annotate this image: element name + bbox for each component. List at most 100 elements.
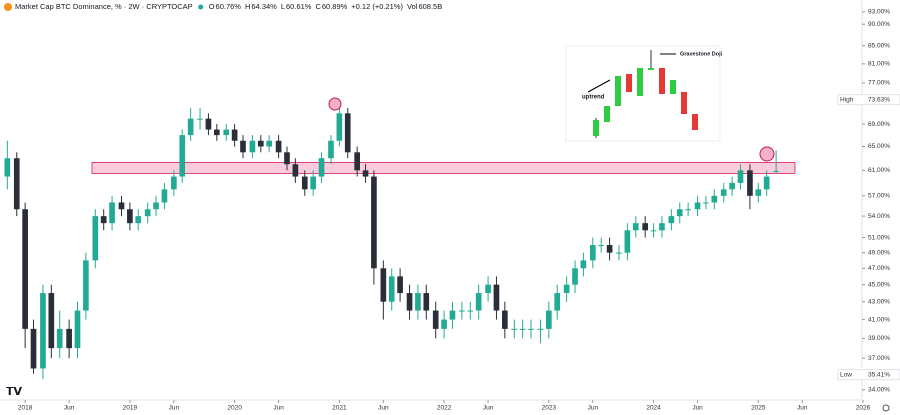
price-marker-label: 73.63% <box>868 96 890 103</box>
y-tick-label: 93.00% <box>868 9 890 16</box>
inset-candle <box>670 80 676 94</box>
plot-area <box>4 108 796 380</box>
ohlc-key: O <box>209 2 215 11</box>
candle-body <box>502 310 508 329</box>
inset-candle <box>604 106 610 122</box>
candle-body <box>144 209 151 217</box>
candle-body <box>606 245 613 253</box>
candle-body <box>371 176 377 269</box>
x-tick-label: 2023 <box>542 405 557 412</box>
candle-body <box>763 176 770 190</box>
candle-body <box>127 209 133 224</box>
candle-body <box>711 195 718 203</box>
candle-body <box>397 276 403 294</box>
candle-body <box>459 310 465 312</box>
candle-body <box>642 223 649 231</box>
candle-body <box>616 252 622 254</box>
candle-body <box>240 140 246 153</box>
inset-candle <box>615 76 621 106</box>
candle-body <box>40 293 46 369</box>
candle-body <box>48 293 55 349</box>
candle-body <box>310 176 316 190</box>
candle-body <box>650 230 657 232</box>
x-tick-label: 2022 <box>437 405 452 412</box>
candle-body <box>493 284 500 311</box>
candle-body <box>74 310 81 349</box>
x-tick-label: Jun <box>169 405 180 412</box>
y-tick-label: 49.00% <box>868 249 890 256</box>
candle-body <box>284 152 290 165</box>
settings-icon[interactable] <box>882 404 890 412</box>
price-marker-name: High <box>840 96 854 103</box>
y-tick-label: 90.00% <box>868 21 890 28</box>
y-tick-label: 43.00% <box>868 298 890 305</box>
candle-body <box>511 328 518 330</box>
inset-candle <box>692 114 698 130</box>
ohlc-value: 60.61% <box>286 2 312 11</box>
candle-body <box>703 202 709 204</box>
candle-body <box>485 284 491 294</box>
candle-body <box>318 158 325 177</box>
tv-logo: 𝗧𝗩 <box>6 386 23 398</box>
y-tick-label: 65.00% <box>868 143 890 150</box>
candle-body <box>755 189 762 196</box>
peak-circle <box>328 97 342 111</box>
candle-body <box>580 260 587 269</box>
candle-body <box>66 328 72 349</box>
ohlc-change: +0.12 (+0.21%) <box>351 2 403 11</box>
candle-body <box>694 202 701 210</box>
candle-body <box>249 140 256 153</box>
price-marker-label: 35.41% <box>868 371 890 378</box>
candle-body <box>205 118 212 130</box>
candle-body <box>135 216 142 224</box>
candle-body <box>354 152 360 171</box>
candle-body <box>388 276 395 302</box>
candle-body <box>589 245 596 261</box>
candle-body <box>519 328 526 330</box>
candle-body <box>13 158 20 210</box>
candle-body <box>467 310 474 312</box>
resistance-zone <box>91 162 796 174</box>
candle-body <box>257 140 264 147</box>
y-tick-label: 41.00% <box>868 316 890 323</box>
candle-body <box>275 140 282 153</box>
y-tick-label: 54.00% <box>868 213 890 220</box>
candle-body <box>301 176 308 190</box>
candle-body <box>729 182 735 190</box>
candle-body <box>537 328 544 330</box>
x-tick-label: 2021 <box>332 405 347 412</box>
candle-body <box>747 170 753 196</box>
candle-body <box>362 170 369 177</box>
x-tick-label: Jun <box>378 405 389 412</box>
x-tick-label: 2025 <box>751 405 766 412</box>
candle-body <box>266 140 273 147</box>
x-tick-label: 2020 <box>227 405 242 412</box>
candle-body <box>92 216 99 261</box>
x-tick-label: Jun <box>692 405 703 412</box>
y-tick-label: 45.00% <box>868 281 890 288</box>
y-tick-label: 39.00% <box>868 335 890 342</box>
candle-body <box>30 328 37 369</box>
x-tick-label: Jun <box>273 405 284 412</box>
inset-candle <box>648 68 654 70</box>
candle-body <box>572 268 578 285</box>
candle-body <box>213 129 220 136</box>
y-tick-label: 61.00% <box>868 167 890 174</box>
status-dot <box>198 4 204 10</box>
x-tick-label: Jun <box>483 405 494 412</box>
y-tick-label: 85.00% <box>868 42 890 49</box>
inset-candle <box>637 68 643 96</box>
candle-body <box>449 310 456 320</box>
candle-body <box>773 171 779 173</box>
y-tick-label: 37.00% <box>868 355 890 362</box>
price-marker-name: Low <box>840 371 852 378</box>
candle-body <box>336 113 343 141</box>
ohlc-value: 60.76% <box>216 2 242 11</box>
candle-body <box>563 284 570 294</box>
y-tick-label: 57.00% <box>868 193 890 200</box>
inset-candle <box>681 92 687 114</box>
x-tick-label: 2018 <box>18 405 33 412</box>
candle-body <box>153 202 159 210</box>
candle-body <box>598 245 605 247</box>
